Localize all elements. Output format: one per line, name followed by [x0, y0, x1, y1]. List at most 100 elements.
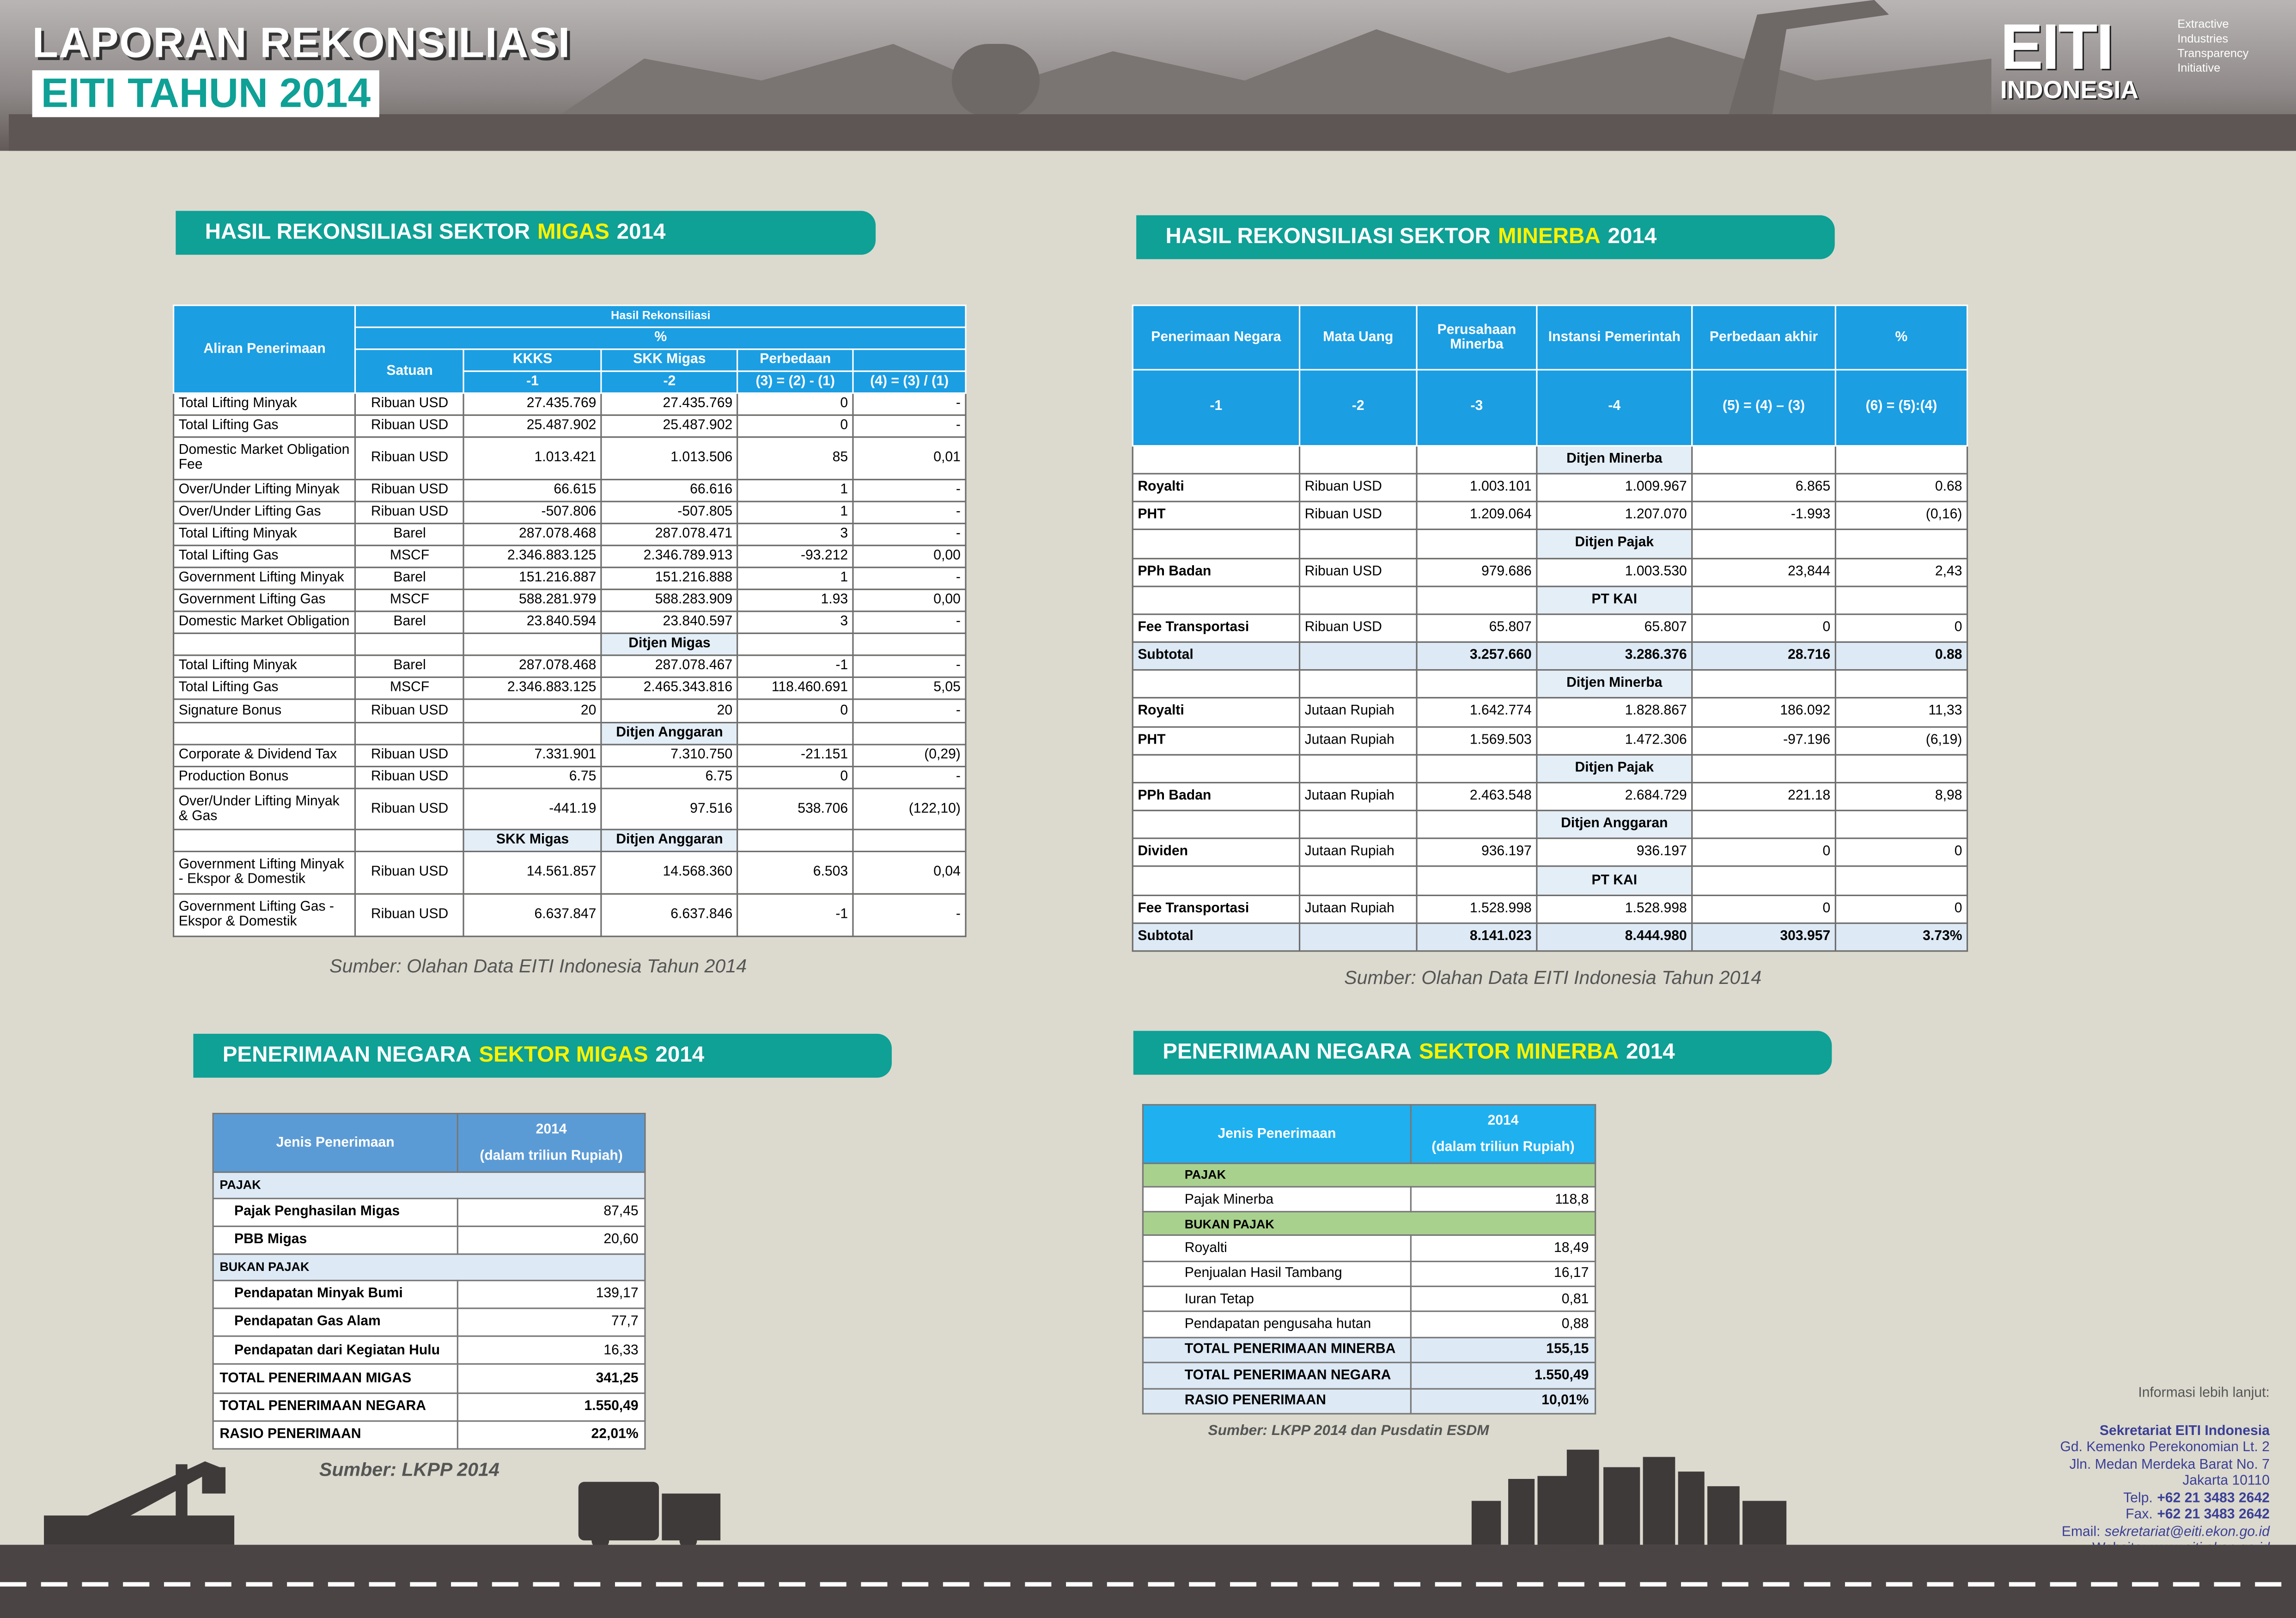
header-cell: -4 [1536, 369, 1693, 446]
table-cell: 979.686 [1416, 557, 1538, 587]
table-cell: - [852, 611, 967, 635]
table-cell: 1.003.101 [1416, 473, 1538, 503]
empty-cell [1132, 753, 1301, 783]
header-cell [852, 348, 967, 372]
table-cell: Royalti [1132, 697, 1301, 727]
row-value: 0,81 [1410, 1285, 1596, 1313]
table-cell: 23,844 [1691, 557, 1836, 587]
empty-cell [172, 829, 357, 853]
table-cell: - [852, 567, 967, 591]
group-label: BUKAN PAJAK [1142, 1211, 1596, 1236]
table-cell: 6.865 [1691, 473, 1836, 503]
table-cell: 1 [737, 501, 854, 525]
table-cell: 186.092 [1691, 697, 1836, 727]
header-cell: -3 [1416, 369, 1538, 446]
table-cell: Barel [355, 567, 465, 591]
table-cell: 66.616 [600, 479, 738, 502]
table-cell: 1.209.064 [1416, 501, 1538, 531]
empty-cell [737, 829, 854, 853]
header-cell: (4) = (3) / (1) [852, 371, 967, 394]
table-cell: - [852, 415, 967, 439]
table-cell: 5,05 [852, 677, 967, 701]
header-cell: (3) = (2) - (1) [737, 371, 854, 394]
table-cell: Over/Under Lifting Gas [172, 501, 357, 525]
empty-cell [1691, 585, 1836, 615]
table-row: Dividen Jutaan Rupiah 936.197 936.197 0 0 [1132, 838, 1968, 868]
empty-cell [1691, 866, 1836, 896]
source: Sumber: LKPP 2014 dan Pusdatin ESDM [1208, 1423, 1489, 1440]
table-cell: - [852, 479, 967, 502]
empty-cell [1416, 585, 1538, 615]
row-value: 1.550,49 [1410, 1362, 1596, 1389]
table-cell: 936.197 [1536, 838, 1693, 868]
table-row: Royalti Jutaan Rupiah 1.642.774 1.828.867 18… [1132, 697, 1968, 727]
title-part: SEKTOR MIGAS [479, 1042, 648, 1068]
table-cell: 0 [737, 392, 854, 416]
empty-cell [172, 633, 357, 657]
table-cell: 2.463.548 [1416, 782, 1538, 812]
table-cell: Ribuan USD [355, 392, 465, 416]
title-part: PENERIMAAN NEGARA [1163, 1039, 1412, 1065]
table-cell: Production Bonus [172, 765, 357, 789]
table-cell: 8.444.980 [1536, 922, 1693, 952]
table-cell: 0 [1834, 838, 1968, 868]
table-cell: 118.460.691 [737, 677, 854, 701]
table-cell: 27.435.769 [463, 392, 603, 416]
table-cell: 0 [1834, 613, 1968, 643]
table-cell: 0.68 [1834, 473, 1968, 503]
empty-cell [1691, 529, 1836, 559]
empty-cell [355, 721, 465, 745]
source: Sumber: Olahan Data EITI Indonesia Tahun… [329, 954, 747, 977]
source: Sumber: LKPP 2014 [319, 1458, 499, 1481]
empty-cell [1132, 810, 1301, 840]
section-label: Ditjen Minerba [1536, 669, 1693, 699]
empty-cell [1132, 585, 1301, 615]
row-value: 341,25 [457, 1363, 646, 1393]
contact-address: Gd. Kemenko Perekonomian Lt. 2 [2060, 1439, 2270, 1456]
table-row: Production Bonus Ribuan USD 6.75 6.75 0- [172, 765, 967, 789]
title-part: 2014 [616, 220, 666, 245]
table-cell: -507.805 [600, 501, 738, 525]
row-label: Pendapatan Minyak Bumi [212, 1279, 458, 1309]
section-title: PENERIMAAN NEGARA SEKTOR MIGAS 2014 [193, 1033, 892, 1078]
empty-cell [1416, 866, 1538, 896]
table-row: PHT Ribuan USD 1.209.064 1.207.070 -1.993 (0,… [1132, 501, 1968, 531]
empty-cell [1416, 753, 1538, 783]
table-cell: 0 [737, 415, 854, 439]
header-cell: Instansi Pemerintah [1536, 305, 1693, 371]
table-cell: 23.840.597 [600, 611, 738, 635]
table-row: Over/Under Lifting Minyak Ribuan USD 66.61… [172, 479, 967, 502]
table-cell: 14.568.360 [600, 851, 738, 895]
table-cell: 1.528.998 [1416, 894, 1538, 924]
table-cell: Ribuan USD [1298, 501, 1418, 531]
empty-cell [1691, 753, 1836, 783]
row-label: TOTAL PENERIMAAN NEGARA [1142, 1362, 1412, 1389]
section-title: PENERIMAAN NEGARA SEKTOR MINERBA 2014 [1133, 1031, 1832, 1075]
table-cell: Government Lifting Gas - Ekspor & Domest… [172, 893, 357, 937]
table-row: PT KAI [1132, 585, 1968, 615]
title-part: HASIL REKONSILIASI SEKTOR [205, 220, 530, 245]
table-row: Domestic Market Obligation Barel 23.840.59… [172, 611, 967, 635]
row-value: 118,8 [1410, 1186, 1596, 1213]
table-cell: 3 [737, 523, 854, 547]
table-cell: MSCF [355, 589, 465, 613]
table-cell: Subtotal [1132, 641, 1301, 671]
table-cell: Ribuan USD [355, 765, 465, 789]
table-cell: Ribuan USD [355, 851, 465, 895]
table-cell: 65.807 [1536, 613, 1693, 643]
row-value: 0,88 [1410, 1311, 1596, 1338]
road [0, 1545, 2296, 1618]
title-part: 2014 [655, 1042, 705, 1068]
table-cell: - [852, 392, 967, 416]
empty-cell [1834, 669, 1968, 699]
header-cell: Hasil Rekonsiliasi [355, 305, 967, 328]
table-cell: 27.435.769 [600, 392, 738, 416]
table-row: Fee Transportasi Jutaan Rupiah 1.528.998 1.… [1132, 894, 1968, 924]
table-cell: Jutaan Rupiah [1298, 838, 1418, 868]
table-cell: Ribuan USD [355, 479, 465, 502]
header-cell: 2014 (dalam triliun Rupiah) [1410, 1104, 1596, 1164]
row-label: Pendapatan Gas Alam [212, 1307, 458, 1337]
table-cell: 97.516 [600, 787, 738, 831]
empty-cell [1298, 641, 1418, 671]
total-row: RASIO PENERIMAAN 10,01% [1142, 1387, 1596, 1415]
